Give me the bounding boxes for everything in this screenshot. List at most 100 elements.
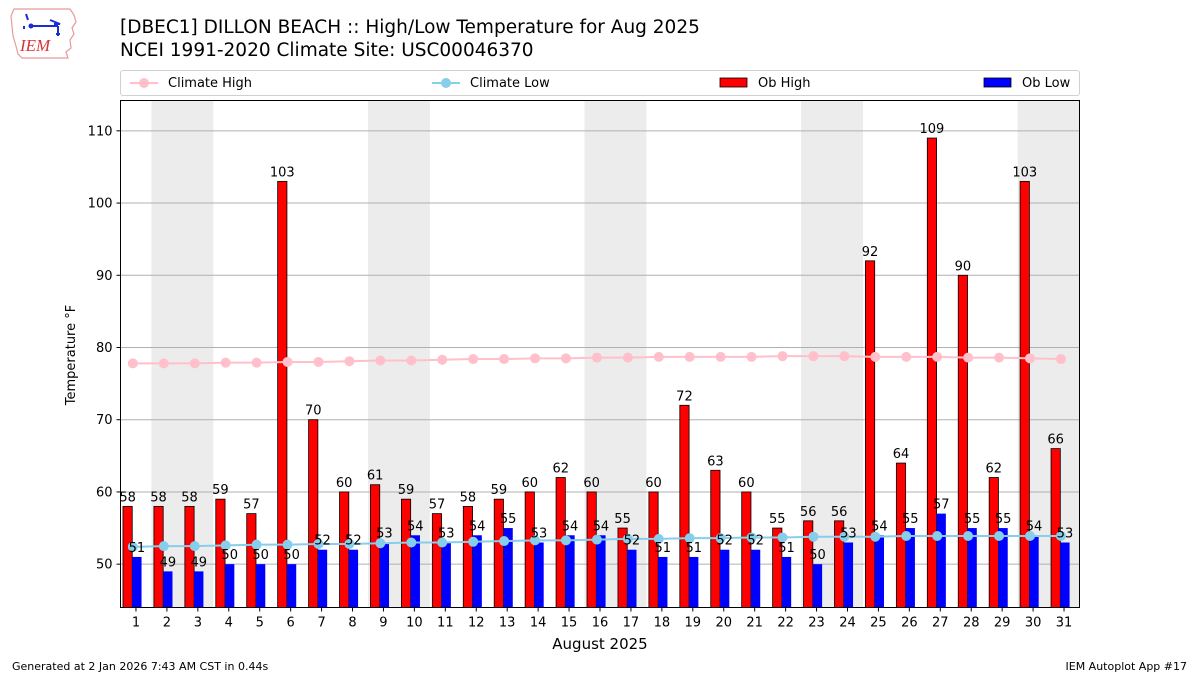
x-tick-label: 21: [746, 616, 763, 631]
ob-low-bar: [936, 513, 946, 608]
y-tick-label: 70: [96, 413, 113, 428]
climate-high-point: [282, 356, 293, 367]
ob-low-bar: [596, 535, 606, 608]
x-tick-label: 11: [437, 616, 454, 631]
climate-low-point: [560, 535, 571, 546]
ob-low-bar: [194, 571, 204, 608]
ob-high-label: 56: [831, 505, 848, 520]
ob-low-bar: [379, 542, 390, 608]
ob-low-bar: [348, 549, 359, 608]
ob-low-bar: [627, 549, 637, 608]
ob-high-label: 60: [336, 476, 353, 491]
legend: Climate High Climate Low Ob High Ob Low: [120, 70, 1080, 96]
climate-high-point: [746, 351, 757, 362]
ob-low-bar: [998, 528, 1008, 608]
ob-high-label: 55: [614, 512, 631, 527]
ob-high-label: 60: [738, 476, 755, 491]
climate-high-point: [684, 351, 695, 362]
ob-high-label: 60: [522, 476, 539, 491]
climate-low-point: [684, 533, 695, 544]
ob-high-bar: [741, 491, 752, 608]
climate-low-point: [158, 541, 169, 552]
x-tick-label: 14: [530, 616, 547, 631]
ob-low-label: 51: [129, 541, 146, 556]
ob-high-bar: [122, 505, 133, 608]
legend-item-ob-high: Ob High: [719, 74, 811, 92]
climate-high-point: [189, 358, 200, 369]
climate-high-point: [251, 357, 262, 368]
ob-high-bar: [865, 260, 876, 608]
ob-low-label: 53: [531, 527, 548, 542]
climate-low-point: [344, 538, 355, 549]
climate-low-point: [220, 540, 231, 551]
ob-high-label: 59: [398, 483, 415, 498]
ob-low-bar: [565, 535, 575, 608]
x-tick-label: 23: [808, 616, 825, 631]
ob-low-label: 54: [407, 519, 424, 534]
climate-lines: [127, 351, 1066, 552]
ob-high-label: 62: [552, 462, 569, 477]
climate-low-point: [375, 538, 386, 549]
ob-low-label: 53: [840, 527, 857, 542]
x-tick-label: 13: [499, 616, 516, 631]
x-tick-label: 16: [592, 616, 609, 631]
ob-low-bar: [812, 564, 823, 608]
y-tick-label: 50: [96, 558, 113, 573]
x-tick-label: 6: [287, 616, 295, 631]
ob-low-bar: [441, 542, 451, 608]
climate-low-point: [963, 531, 974, 541]
logo-text: IEM: [19, 36, 51, 55]
climate-low-point: [499, 536, 510, 547]
ob-low-bar: [163, 571, 173, 608]
ob-high-bar: [988, 477, 999, 608]
ob-low-label: 52: [345, 534, 362, 549]
climate-low-point: [282, 539, 293, 550]
x-tick-label: 31: [1056, 616, 1073, 631]
ob-high-label: 109: [920, 122, 945, 137]
ob-low-bar: [905, 528, 915, 608]
data-labels: 58 51 58 49 58 49 59 50 57 50 103 50 70 52 60 52 61 53 59 5…: [119, 122, 1073, 570]
legend-label: Ob Low: [1022, 75, 1071, 91]
x-tick-label: 12: [468, 616, 485, 631]
climate-high-point: [994, 352, 1005, 363]
ob-low-bar: [503, 528, 513, 608]
climate-high-point: [870, 351, 881, 362]
climate-high-point: [468, 354, 479, 365]
ob-low-label: 51: [685, 541, 702, 556]
x-tick-label: 15: [561, 616, 578, 631]
climate-high-point: [560, 353, 571, 364]
climate-high-point: [127, 358, 138, 369]
climate-low-point: [468, 536, 479, 547]
climate-high-point: [437, 354, 448, 365]
ob-low-bar: [689, 556, 699, 608]
y-tick-label: 100: [88, 197, 113, 212]
ob-high-bar: [679, 404, 690, 608]
climate-high-point: [406, 355, 417, 366]
legend-item-ob-low: Ob Low: [983, 74, 1070, 92]
ob-low-label: 54: [1026, 519, 1043, 534]
ob-low-bar: [472, 535, 482, 608]
climate-low-point: [1055, 531, 1066, 541]
climate-low-point: [530, 535, 541, 546]
x-tick-label: 7: [317, 616, 325, 631]
climate-low-point: [437, 537, 448, 548]
climate-high-point: [1055, 354, 1066, 365]
climate-high-point: [530, 353, 541, 364]
y-tick-label: 90: [96, 269, 113, 284]
ob-high-label: 58: [150, 490, 167, 505]
ob-low-label: 50: [283, 548, 300, 563]
x-tick-label: 17: [623, 616, 640, 631]
ob-low-bar: [317, 549, 328, 608]
ob-low-label: 52: [314, 534, 331, 549]
ob-low-bar: [720, 549, 730, 608]
climate-low-point: [932, 531, 943, 541]
ob-low-bar: [410, 535, 420, 608]
climate-high-swatch-icon: [130, 78, 158, 88]
x-tick-label: 4: [225, 616, 233, 631]
x-tick-label: 24: [839, 616, 856, 631]
climate-low-point: [746, 532, 757, 543]
x-tick-label: 26: [901, 616, 918, 631]
x-tick-label: 2: [163, 616, 171, 631]
iem-logo: IEM: [10, 8, 77, 59]
climate-low-point: [808, 531, 819, 542]
